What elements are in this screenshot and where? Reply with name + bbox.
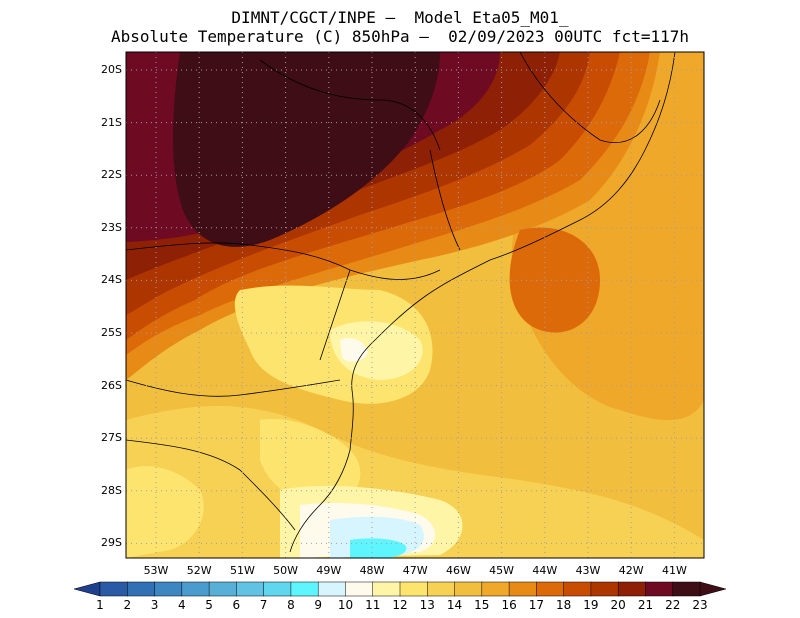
colorbar-label: 2 bbox=[123, 598, 132, 612]
latitude-label: 24S bbox=[101, 273, 122, 287]
longitude-label: 48W bbox=[359, 564, 385, 577]
colorbar-swatch bbox=[154, 581, 183, 597]
colorbar-swatch bbox=[345, 581, 374, 597]
colorbar-label: 5 bbox=[205, 598, 213, 612]
latitude-label: 21S bbox=[101, 115, 122, 129]
colorbar-swatch bbox=[181, 581, 210, 597]
colorbar-swatch bbox=[536, 581, 565, 597]
colorbar-label: 9 bbox=[314, 598, 322, 612]
temperature-field bbox=[126, 52, 704, 558]
colorbar-swatch bbox=[372, 581, 401, 597]
colorbar-swatch bbox=[481, 581, 510, 597]
colorbar-under-arrow bbox=[73, 581, 101, 597]
colorbar-swatch bbox=[127, 581, 156, 597]
latitude-label: 20S bbox=[101, 63, 122, 76]
colorbar-label: 12 bbox=[392, 598, 408, 612]
longitude-label: 53W bbox=[143, 564, 169, 577]
colorbar-swatch bbox=[236, 581, 265, 597]
longitude-label: 46W bbox=[445, 564, 471, 577]
longitude-label: 51W bbox=[229, 564, 255, 577]
colorbar-label: 13 bbox=[419, 598, 435, 612]
colorbar-label: 4 bbox=[177, 598, 186, 612]
title-line-2: Absolute Temperature (C) 850hPa — 02/09/… bbox=[111, 27, 689, 46]
colorbar-label: 1 bbox=[96, 598, 104, 612]
colorbar-label: 6 bbox=[232, 598, 241, 612]
latitude-label: 27S bbox=[101, 431, 122, 445]
colorbar-swatch bbox=[99, 581, 129, 597]
longitude-label: 49W bbox=[316, 564, 342, 577]
colorbar-label: 15 bbox=[474, 598, 490, 612]
latitude-label: 23S bbox=[101, 220, 122, 234]
colorbar-swatch bbox=[290, 581, 319, 597]
longitude-label: 44W bbox=[532, 564, 558, 577]
colorbar-label: 7 bbox=[259, 598, 268, 612]
colorbar-swatch bbox=[317, 581, 347, 597]
colorbar-swatch bbox=[645, 581, 674, 597]
latitude-label: 26S bbox=[101, 378, 122, 392]
colorbar-swatch bbox=[508, 581, 538, 597]
longitude-label: 43W bbox=[575, 564, 601, 577]
colorbar-label: 14 bbox=[446, 598, 463, 612]
longitude-label: 41W bbox=[661, 564, 687, 577]
longitude-label: 50W bbox=[273, 564, 299, 577]
colorbar-label: 18 bbox=[555, 598, 572, 612]
latitude-label: 28S bbox=[101, 483, 122, 497]
colorbar-label: 20 bbox=[610, 598, 626, 612]
colorbar-swatch bbox=[208, 581, 238, 597]
colorbar-swatch bbox=[563, 581, 592, 597]
colorbar-swatch bbox=[672, 581, 701, 597]
colorbar-label: 23 bbox=[692, 598, 708, 612]
colorbar-label: 19 bbox=[583, 598, 599, 612]
longitude-label: 45W bbox=[489, 564, 515, 577]
latitude-label: 25S bbox=[101, 326, 122, 339]
colorbar-label: 8 bbox=[287, 598, 295, 612]
latitude-label: 22S bbox=[101, 168, 122, 182]
longitude-label: 47W bbox=[402, 564, 428, 577]
colorbar-over-arrow bbox=[699, 581, 727, 597]
colorbar-label: 17 bbox=[528, 598, 544, 612]
colorbar-label: 3 bbox=[150, 598, 159, 612]
colorbar-label: 16 bbox=[501, 598, 517, 612]
coastline-borders bbox=[126, 52, 676, 553]
colorbar-label: 21 bbox=[637, 598, 654, 612]
colorbar-swatch bbox=[590, 581, 619, 597]
colorbar-swatch bbox=[427, 581, 456, 597]
map-frame bbox=[125, 51, 705, 559]
colorbar-swatch bbox=[617, 581, 647, 597]
colorbar-label: 11 bbox=[365, 598, 381, 612]
colorbar-swatch bbox=[454, 581, 483, 597]
colorbar bbox=[73, 581, 727, 597]
latitude-label: 29S bbox=[101, 536, 122, 550]
colorbar-swatch bbox=[399, 581, 429, 597]
longitude-label: 42W bbox=[618, 564, 644, 577]
longitude-label: 52W bbox=[186, 564, 212, 577]
title-line-1: DIMNT/CGCT/INPE — Model Eta05_M01_ bbox=[231, 8, 569, 27]
colorbar-label: 22 bbox=[665, 598, 681, 612]
colorbar-swatch bbox=[263, 581, 292, 597]
colorbar-label: 10 bbox=[337, 598, 354, 612]
